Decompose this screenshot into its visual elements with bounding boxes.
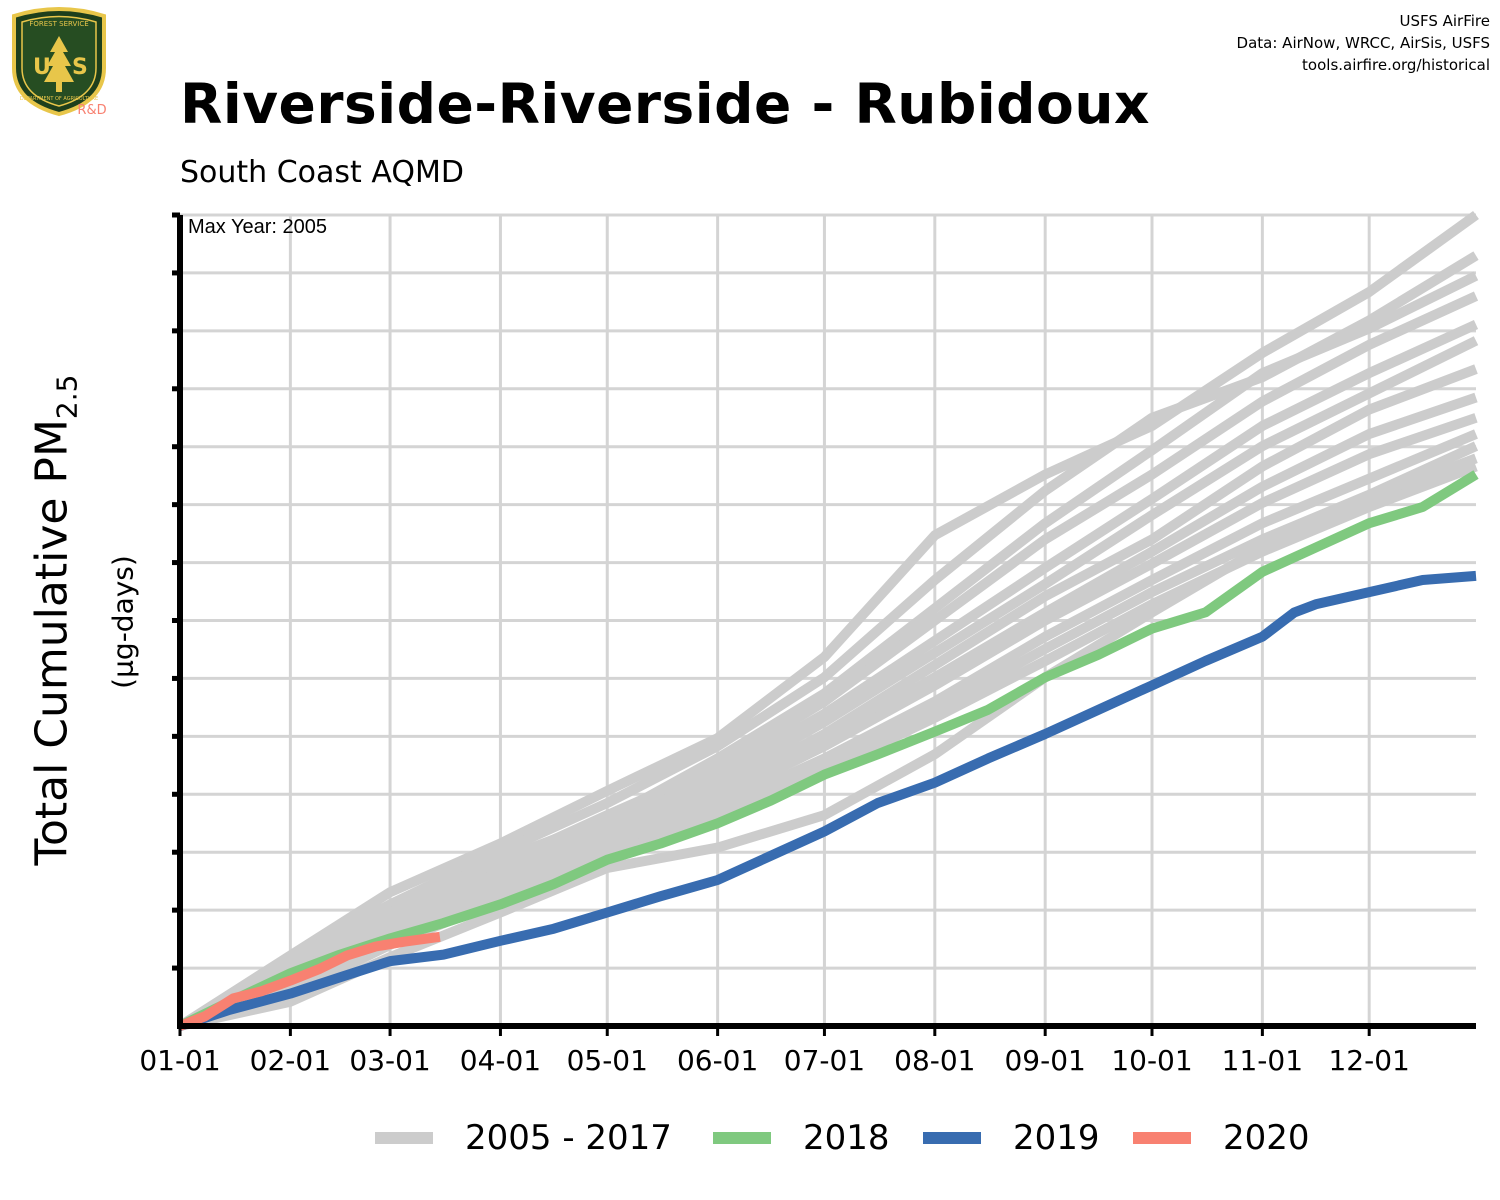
forest-service-logo: U S FOREST SERVICE DEPARTMENT OF AGRICUL… xyxy=(12,7,107,118)
legend-swatch xyxy=(713,1132,771,1144)
legend-label: 2020 xyxy=(1223,1118,1310,1158)
logo-bottom-text: DEPARTMENT OF AGRICULTURE xyxy=(20,96,98,102)
x-tick-label: 02-01 xyxy=(250,1044,331,1077)
series-line-2005to2017 xyxy=(177,291,1479,1031)
x-tick-label: 05-01 xyxy=(567,1044,648,1077)
x-tick-label: 06-01 xyxy=(677,1044,758,1077)
x-tick-label: 08-01 xyxy=(894,1044,975,1077)
legend-item: 2020 xyxy=(1133,1110,1310,1166)
svg-text:U: U xyxy=(33,55,51,80)
credit-line-1: USFS AirFire xyxy=(1399,12,1490,30)
series-line-2019 xyxy=(178,570,1477,1031)
series-line-2005to2017 xyxy=(177,210,1479,1031)
x-tick-label: 03-01 xyxy=(349,1044,430,1077)
legend-swatch xyxy=(375,1132,433,1144)
series-line-2020 xyxy=(178,931,441,1031)
legend-item: 2019 xyxy=(923,1110,1100,1166)
legend: 2005 - 2017 2018 2019 2020 xyxy=(0,1110,1500,1166)
max-year-annotation: Max Year: 2005 xyxy=(188,216,327,238)
credit-line-3: tools.airfire.org/historical xyxy=(1302,56,1490,74)
x-tick-label: 09-01 xyxy=(1004,1044,1085,1077)
x-tick-label: 04-01 xyxy=(460,1044,541,1077)
series-layer xyxy=(177,210,1479,1031)
legend-swatch xyxy=(923,1132,981,1144)
chart-subtitle: South Coast AQMD xyxy=(180,155,464,190)
x-tick-label: 11-01 xyxy=(1222,1044,1303,1077)
legend-item: 2018 xyxy=(713,1110,890,1166)
legend-label: 2005 - 2017 xyxy=(465,1118,672,1158)
legend-item: 2005 - 2017 xyxy=(375,1110,672,1166)
x-tick-label: 10-01 xyxy=(1111,1044,1192,1077)
legend-label: 2019 xyxy=(1013,1118,1100,1158)
axes: 01-01 02-01 03-01 04-01 05-01 06-01 07-01 08-01… xyxy=(139,212,1476,1077)
credits: USFS AirFire Data: AirNow, WRCC, AirSis,… xyxy=(1237,10,1490,76)
x-tick-label: 01-01 xyxy=(139,1044,220,1077)
logo-rd-tag: R&D xyxy=(77,103,106,118)
svg-text:S: S xyxy=(72,55,88,80)
chart-title: Riverside-Riverside - Rubidoux xyxy=(180,72,1150,136)
series-line-2018 xyxy=(177,470,1479,1031)
credit-line-2: Data: AirNow, WRCC, AirSis, USFS xyxy=(1236,34,1490,52)
legend-label: 2018 xyxy=(803,1118,890,1158)
logo-top-text: FOREST SERVICE xyxy=(29,20,88,28)
x-tick-label: 07-01 xyxy=(784,1044,865,1077)
legend-swatch xyxy=(1133,1132,1191,1144)
x-tick-label: 12-01 xyxy=(1328,1044,1409,1077)
